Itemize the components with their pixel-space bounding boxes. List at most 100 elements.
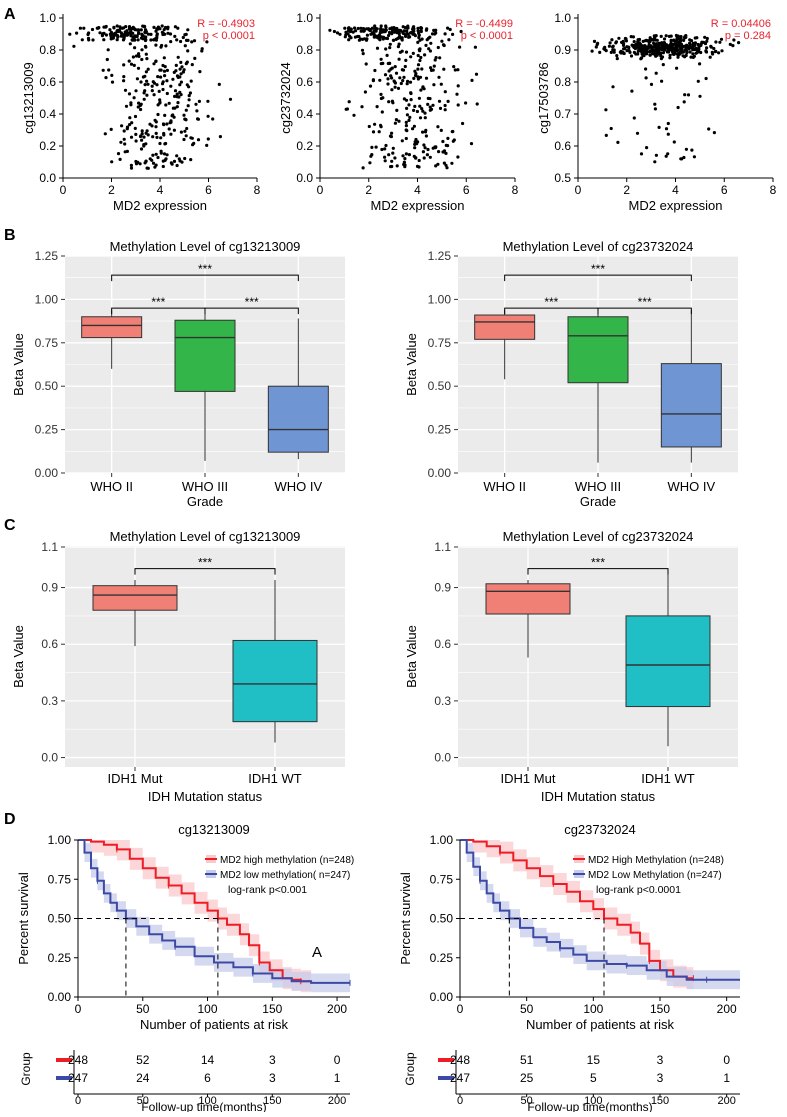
scatter-point: [159, 68, 163, 72]
scatter-point: [387, 100, 391, 104]
scatter-point: [590, 49, 594, 53]
scatter-point: [163, 113, 167, 117]
scatter-point: [703, 42, 708, 46]
scatter-point: [669, 41, 673, 46]
scatter-point: [611, 44, 615, 48]
significance-bracket: ***: [504, 262, 692, 282]
y-tick-label: 0.00: [48, 990, 72, 1004]
scatter-point: [115, 30, 119, 34]
y-tick-label: 0.75: [430, 872, 454, 886]
box-iqr: [267, 385, 329, 453]
risk-table-2: 248 51 15 3 0 247 25 5 3 1 Group 0 50 100 150 200 Follow…: [403, 1050, 740, 1114]
scatter-point: [622, 47, 626, 51]
box-who-iii: [174, 308, 236, 461]
scatter-point: [189, 158, 193, 162]
scatter-point: [666, 152, 670, 156]
scatter-point: [190, 136, 194, 140]
scatter-point: [140, 48, 144, 52]
scatter-point: [157, 89, 161, 93]
scatter-point: [399, 81, 403, 86]
scatter-point: [136, 105, 140, 109]
scatter-point: [664, 154, 668, 158]
scatter-point: [205, 143, 209, 147]
scatter-point: [407, 103, 411, 107]
scatter-point: [671, 46, 675, 50]
scatter-point: [437, 99, 442, 103]
scatter-point: [138, 134, 143, 139]
y-tick-label: 0.9: [434, 581, 451, 595]
scatter-point: [154, 131, 158, 135]
scatter-point: [388, 46, 392, 50]
scatter-point: [187, 94, 191, 98]
scatter-point: [151, 161, 156, 165]
scatter-point: [82, 26, 86, 30]
scatter-point: [415, 109, 419, 114]
scatter-point: [353, 26, 357, 30]
scatter-point: [683, 93, 687, 97]
scatter-point: [102, 38, 106, 42]
scatter-point: [691, 52, 695, 56]
scatter-point: [180, 160, 184, 164]
scatter-point: [150, 89, 154, 93]
scatter-point: [609, 126, 613, 131]
legend-label: MD2 High Methylation (n=248): [588, 855, 724, 866]
scatter-point: [404, 136, 408, 141]
scatter-point: [104, 76, 108, 80]
scatter-point: [393, 65, 397, 69]
scatter-point: [373, 68, 377, 73]
scatter-point: [632, 40, 636, 44]
scatter-point: [695, 48, 699, 52]
scatter-point: [382, 30, 386, 34]
scatter-point: [379, 27, 383, 31]
scatter-point: [717, 51, 721, 55]
scatter-point: [414, 72, 418, 76]
scatter-point: [675, 66, 679, 70]
scatter-point: [388, 61, 392, 65]
scatter-point: [403, 64, 407, 69]
scatter-point: [356, 26, 360, 31]
scatter-point: [370, 153, 374, 157]
scatter-point: [423, 111, 427, 115]
scatter-points: [68, 24, 233, 170]
scatter-point: [112, 25, 116, 29]
scatter-point: [401, 154, 405, 158]
y-tick-label: 0.00: [35, 466, 59, 480]
scatter-point: [404, 128, 408, 132]
scatter-point: [688, 38, 692, 42]
scatter-point: [690, 148, 694, 152]
scatter-point: [374, 145, 378, 149]
y-tick-label: 0.75: [428, 336, 452, 350]
scatter-point: [148, 157, 152, 161]
scatter-point: [128, 116, 132, 120]
scatter-point: [372, 32, 376, 37]
scatter-point: [640, 56, 644, 60]
scatter-point: [365, 37, 369, 41]
scatter-point: [137, 54, 141, 59]
scatter-point: [408, 35, 412, 39]
scatter-point: [149, 32, 153, 37]
scatter-point: [698, 62, 702, 66]
risk-count: 3: [657, 1053, 664, 1067]
scatter-point: [651, 48, 656, 52]
scatter-point: [419, 55, 423, 60]
scatter-point: [179, 72, 183, 76]
scatter-point: [676, 55, 680, 59]
scatter-point: [417, 33, 421, 37]
scatter-point: [176, 75, 180, 79]
x-tick-label: 200: [717, 1002, 737, 1016]
scatter-point: [409, 91, 413, 96]
scatter-point: [379, 62, 383, 66]
scatter-point: [614, 40, 619, 44]
scatter-point: [141, 75, 145, 79]
scatter-point: [652, 52, 657, 56]
scatter-point: [379, 24, 383, 28]
box-iqr: [485, 583, 571, 615]
scatter-point: [682, 155, 686, 160]
x-tick-label: 100: [583, 1002, 603, 1016]
risk-count: 5: [590, 1071, 597, 1085]
scatter-point: [437, 150, 441, 154]
y-tick-label: 0.25: [428, 423, 452, 437]
scatter-point: [154, 43, 158, 47]
logrank-pvalue: log-rank p<0.001: [228, 884, 307, 896]
scatter-point: [657, 125, 661, 129]
